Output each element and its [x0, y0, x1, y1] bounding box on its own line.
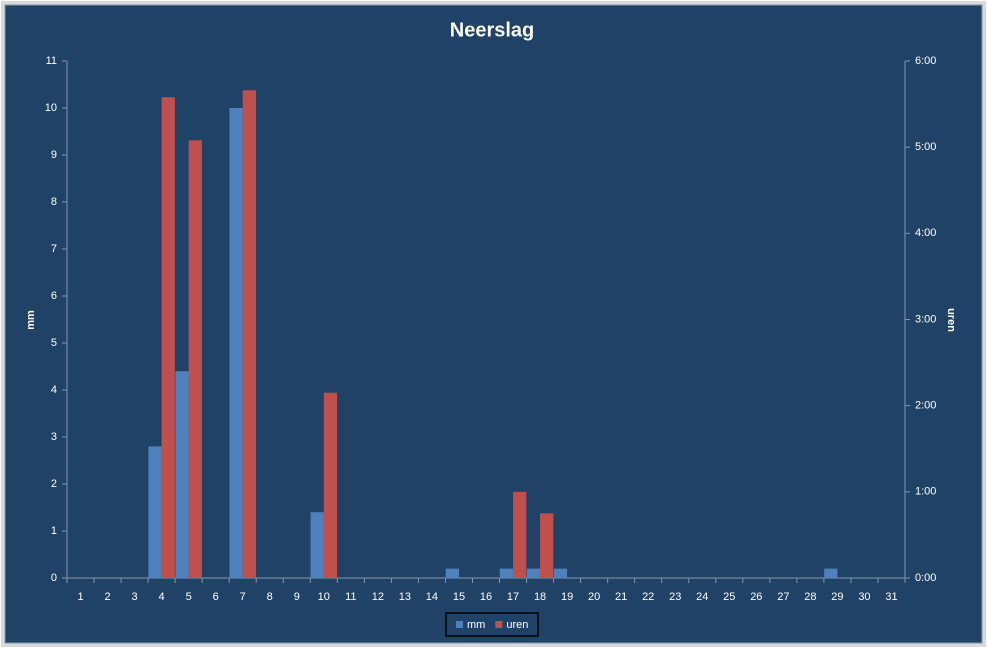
bar [540, 513, 554, 578]
x-tick-label: 11 [345, 591, 356, 603]
x-tick-label: 1 [77, 591, 83, 603]
y-tick-label: 2 [51, 478, 57, 490]
y-tick-label: 1 [51, 525, 57, 537]
y2-axis-label: uren [945, 308, 957, 332]
x-tick-label: 26 [750, 591, 762, 603]
bar [323, 392, 338, 578]
y2-tick-label: 4:00 [915, 227, 936, 239]
legend-label: uren [506, 619, 528, 631]
bar [188, 140, 202, 579]
x-tick-label: 18 [534, 591, 546, 603]
legend-box [445, 612, 539, 637]
x-tick-label: 2 [104, 591, 110, 603]
y2-tick-label: 5:00 [915, 141, 936, 153]
y2-tick-label: 6:00 [915, 55, 936, 67]
bar [148, 446, 162, 578]
x-tick-label: 13 [399, 591, 411, 603]
x-tick-label: 7 [240, 591, 246, 603]
x-tick-label: 23 [669, 591, 681, 603]
x-tick-label: 30 [858, 591, 870, 603]
bar [161, 97, 175, 578]
y-tick-label: 5 [51, 337, 57, 349]
y2-tick-label: 2:00 [915, 400, 936, 412]
y-tick-label: 10 [45, 102, 57, 114]
y-tick-label: 7 [51, 243, 57, 255]
x-tick-label: 3 [132, 591, 138, 603]
bar [229, 108, 243, 578]
y-tick-label: 6 [51, 290, 57, 302]
y-tick-label: 4 [51, 384, 57, 396]
x-tick-label: 6 [213, 591, 219, 603]
bar [445, 568, 459, 578]
x-tick-label: 15 [453, 591, 465, 603]
x-tick-label: 8 [267, 591, 273, 603]
y-tick-label: 9 [51, 149, 57, 161]
x-tick-label: 10 [318, 591, 330, 603]
x-tick-label: 12 [372, 591, 384, 603]
x-tick-label: 22 [642, 591, 654, 603]
y-tick-label: 8 [51, 196, 57, 208]
y2-tick-label: 1:00 [915, 486, 936, 498]
bar [175, 371, 189, 578]
x-tick-label: 31 [885, 591, 897, 603]
legend-label: mm [467, 619, 485, 631]
chart-title: Neerslag [450, 19, 535, 41]
legend-swatch [456, 621, 463, 628]
bar [526, 568, 541, 578]
x-tick-label: 5 [186, 591, 192, 603]
legend-swatch [495, 621, 503, 628]
x-tick-label: 21 [615, 591, 627, 603]
x-tick-label: 14 [426, 591, 438, 603]
x-tick-label: 20 [588, 591, 600, 603]
x-tick-label: 27 [777, 591, 789, 603]
y2-tick-label: 0:00 [915, 572, 936, 584]
y-tick-label: 0 [51, 572, 57, 584]
x-tick-label: 16 [480, 591, 492, 603]
x-tick-label: 25 [723, 591, 735, 603]
x-tick-label: 29 [831, 591, 843, 603]
bar [513, 491, 527, 578]
x-tick-label: 19 [561, 591, 573, 603]
y-tick-label: 11 [46, 55, 57, 67]
y-axis-label: mm [25, 310, 37, 330]
bar [310, 512, 324, 578]
x-tick-label: 9 [294, 591, 300, 603]
x-tick-label: 4 [159, 591, 165, 603]
bar [824, 568, 838, 578]
bar [553, 568, 568, 578]
y2-tick-label: 3:00 [915, 313, 936, 325]
bar [242, 90, 256, 579]
bar [499, 568, 514, 578]
x-tick-label: 24 [696, 591, 708, 603]
y-tick-label: 3 [51, 431, 57, 443]
x-tick-label: 28 [804, 591, 816, 603]
x-tick-label: 17 [507, 591, 519, 603]
